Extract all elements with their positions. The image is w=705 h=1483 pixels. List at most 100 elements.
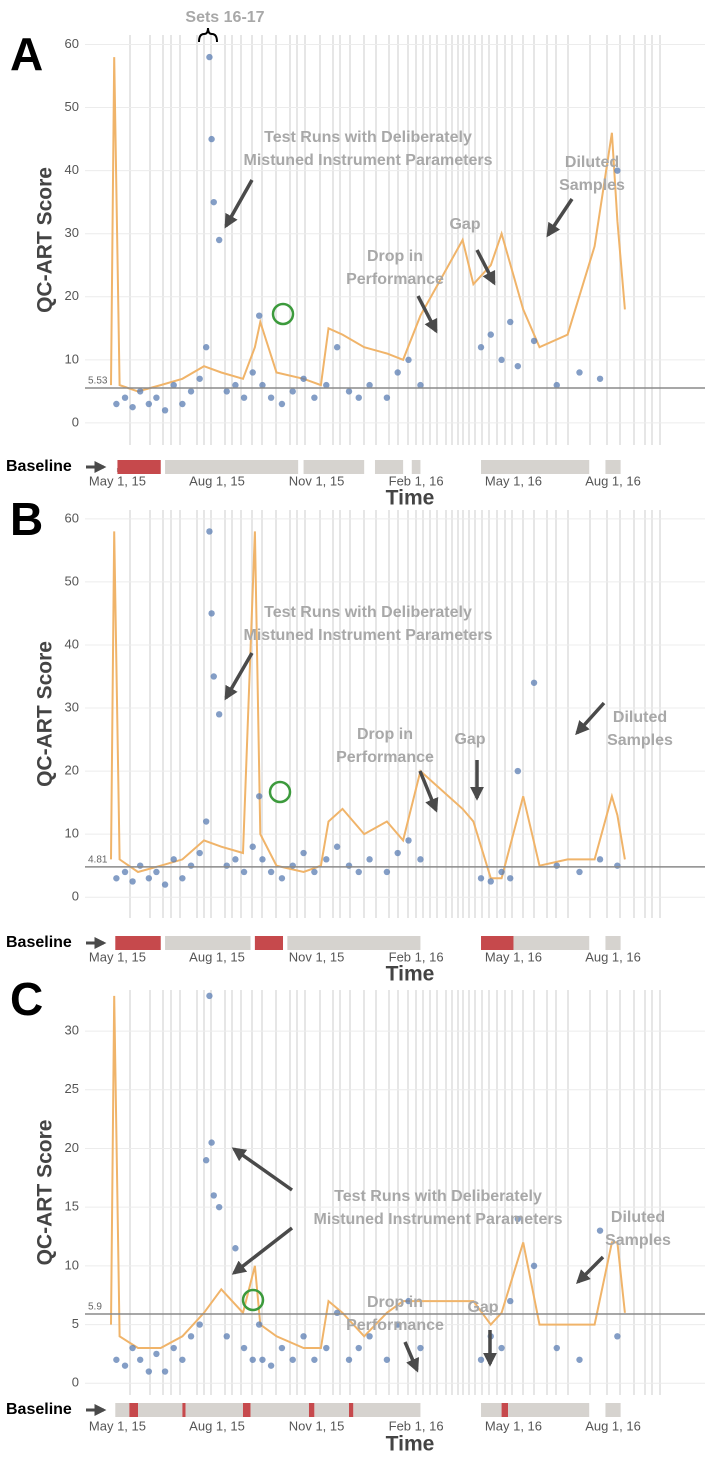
score-point <box>345 1356 353 1363</box>
y-tick-label: 5 <box>72 1316 79 1331</box>
baseline-segment <box>513 936 590 950</box>
score-point <box>223 388 230 395</box>
x-tick-label: Feb 1, 16 <box>389 1418 444 1433</box>
score-point <box>345 388 353 395</box>
score-point <box>249 843 256 850</box>
score-point <box>614 167 621 174</box>
score-point <box>300 1333 307 1340</box>
score-point <box>614 1333 621 1340</box>
x-tick-label: Aug 1, 16 <box>585 949 641 964</box>
x-tick-label: Nov 1, 15 <box>289 949 345 964</box>
score-point <box>129 878 136 885</box>
score-point <box>121 1362 129 1369</box>
score-point <box>223 1333 230 1340</box>
score-point <box>170 856 177 863</box>
score-point <box>300 375 307 382</box>
score-point <box>196 375 203 382</box>
score-point <box>187 388 195 395</box>
score-point <box>232 1245 239 1252</box>
score-point <box>417 1344 424 1352</box>
score-point <box>240 868 248 876</box>
score-point <box>208 610 215 617</box>
score-point <box>249 369 256 376</box>
x-tick-label: Aug 1, 15 <box>189 1418 245 1433</box>
highlight-circle <box>268 780 292 804</box>
score-point <box>179 1356 186 1363</box>
score-point <box>530 679 538 686</box>
score-point <box>507 875 514 882</box>
baseline-segment <box>117 460 161 474</box>
score-point <box>576 369 583 376</box>
baseline-segment <box>185 1403 243 1417</box>
y-tick-label: 60 <box>65 36 79 51</box>
score-point <box>323 856 330 863</box>
score-point <box>417 381 424 389</box>
annotation: Mistuned Instrument Parameters <box>314 1211 563 1228</box>
annotation-arrow <box>418 770 439 813</box>
baseline-segment <box>115 1403 130 1417</box>
score-point <box>267 394 275 401</box>
panel-label: C <box>10 973 43 1025</box>
y-tick-label: 30 <box>65 225 79 240</box>
score-point <box>136 1356 144 1363</box>
score-point <box>121 394 129 401</box>
y-tick-label: 50 <box>65 573 79 588</box>
annotation-arrow <box>224 179 254 229</box>
annotation: Performance <box>346 1317 444 1334</box>
score-point <box>323 381 330 389</box>
annotation-arrow <box>224 652 254 701</box>
baseline-segment <box>501 1403 509 1417</box>
score-point <box>596 375 604 382</box>
annotation: Samples <box>559 177 625 194</box>
score-point <box>113 1356 120 1363</box>
score-point <box>498 868 505 876</box>
score-point <box>121 868 129 876</box>
score-point <box>113 400 120 408</box>
score-point <box>202 344 210 351</box>
panel-label: A <box>10 28 43 80</box>
score-point <box>208 135 215 143</box>
score-point <box>477 344 485 351</box>
score-point <box>161 1368 169 1375</box>
annotation-arrow <box>231 1226 294 1275</box>
x-tick-label: Nov 1, 15 <box>289 1418 345 1433</box>
score-point <box>514 767 522 775</box>
baseline-segment <box>481 1403 502 1417</box>
annotation-arrow <box>575 701 606 736</box>
score-point <box>311 868 318 876</box>
score-point <box>136 862 144 869</box>
score-point <box>596 856 604 863</box>
annotation-arrow <box>403 1341 420 1373</box>
score-point <box>259 381 266 389</box>
baseline-segment <box>182 1403 186 1417</box>
score-point <box>405 356 412 364</box>
score-point <box>240 1344 248 1352</box>
baseline-segment <box>303 460 365 474</box>
score-point <box>210 198 217 206</box>
score-point <box>267 868 275 876</box>
panel: C QC-ART Score 0 5 10 15 20 25 30 May 1, 15 Aug 1,… <box>6 973 705 1456</box>
threshold-label: 4.81 <box>88 854 108 865</box>
score-point <box>278 1344 286 1352</box>
score-line <box>110 57 626 393</box>
annotation: Test Runs with Deliberately <box>334 1188 542 1205</box>
score-point <box>129 1344 136 1352</box>
annotation: Performance <box>336 749 434 766</box>
x-tick-label: Feb 1, 16 <box>389 949 444 964</box>
annotation-arrow <box>576 1255 605 1284</box>
score-point <box>145 875 153 882</box>
score-point <box>206 53 213 61</box>
baseline-segment <box>411 460 421 474</box>
panel: B QC-ART Score 0 10 20 30 40 50 60 May 1, 15 Aug 1… <box>6 493 705 986</box>
baseline-segment <box>481 460 590 474</box>
score-point <box>514 1215 522 1223</box>
score-point <box>553 862 560 869</box>
score-point <box>202 1157 210 1164</box>
annotation: Samples <box>607 732 673 749</box>
x-tick-label: May 1, 15 <box>89 1418 146 1433</box>
baseline-label: Baseline <box>6 1401 72 1418</box>
baseline-segment <box>308 1403 315 1417</box>
score-point <box>215 711 223 718</box>
score-point <box>355 868 362 876</box>
